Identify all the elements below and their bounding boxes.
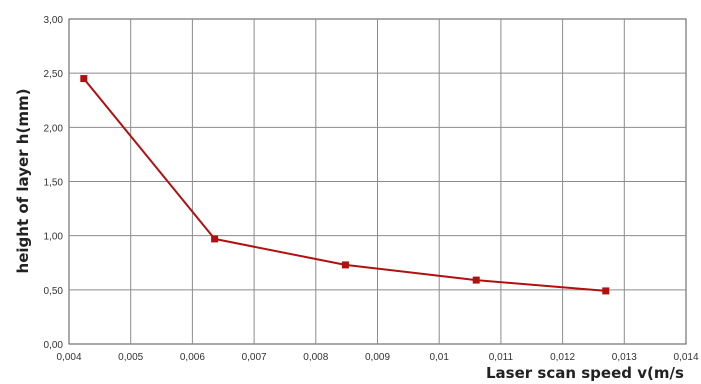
data-point	[341, 261, 349, 269]
x-tick-label: 0,004	[56, 352, 81, 363]
x-tick-label: 0,009	[365, 352, 390, 363]
y-tick-label: 2,50	[44, 69, 64, 80]
x-axis-title: Laser scan speed v(m/s	[486, 364, 684, 382]
data-point	[602, 287, 610, 295]
y-axis-title: height of layer h(mm)	[14, 89, 32, 274]
y-tick-label: 1,00	[44, 232, 64, 243]
y-tick-labels: 0,00 0,50 1,00 1,50 2,00 2,50 3,00	[44, 15, 64, 351]
x-tick-label: 0,011	[489, 352, 514, 363]
x-tick-label: 0,014	[673, 352, 698, 363]
data-point	[472, 276, 480, 284]
x-tick-label: 0,012	[550, 352, 575, 363]
y-tick-label: 2,00	[44, 123, 64, 134]
x-tick-label: 0,006	[180, 352, 205, 363]
y-tick-label: 0,00	[44, 340, 64, 351]
y-tick-label: 0,50	[44, 286, 64, 297]
x-tick-labels: 0,004 0,005 0,006 0,007 0,008 0,009 0,01 0,011 0…	[56, 352, 698, 363]
x-tick-label: 0,01	[429, 352, 449, 363]
data-point	[211, 235, 219, 243]
y-tick-label: 1,50	[44, 178, 64, 189]
series-group	[80, 75, 610, 295]
x-tick-label: 0,005	[118, 352, 143, 363]
x-tick-label: 0,008	[303, 352, 328, 363]
data-point	[80, 75, 88, 83]
y-tick-label: 3,00	[44, 15, 64, 26]
x-tick-label: 0,013	[612, 352, 637, 363]
x-tick-label: 0,007	[242, 352, 267, 363]
grid-lines	[69, 19, 686, 344]
